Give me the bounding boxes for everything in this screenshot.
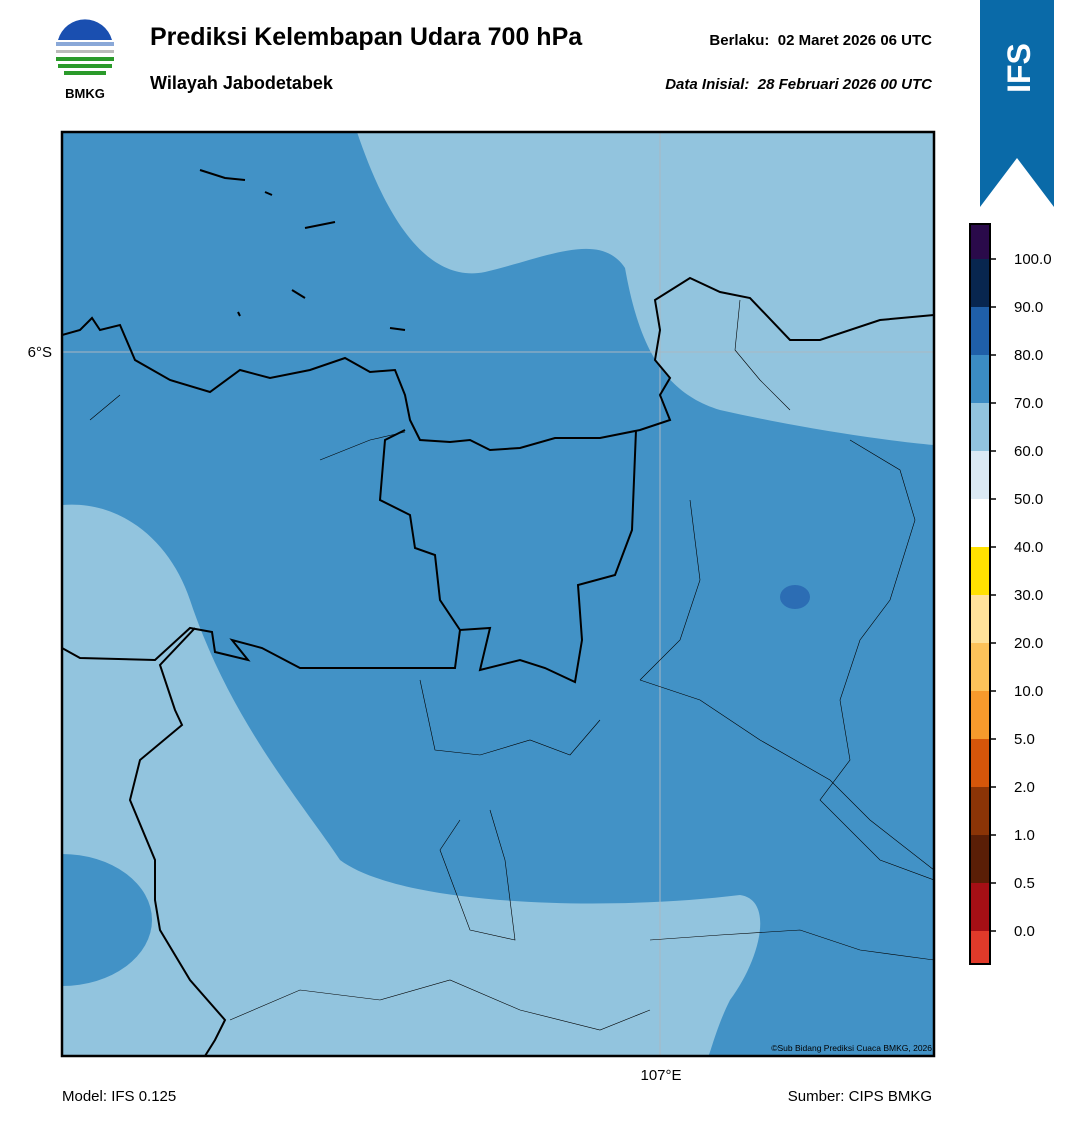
colorbar-label: 70.0 [1014,395,1043,412]
badge [980,0,1054,207]
colorbar-label: 20.0 [1014,635,1043,652]
colorbar-label: 100.0 [1014,251,1052,268]
badge-text: IFS [1001,43,1037,93]
colorbar-label: 80.0 [1014,347,1043,364]
map: ©Sub Bidang Prediksi Cuaca BMKG, 2026 [62,132,934,1056]
colorbar-label: 40.0 [1014,539,1043,556]
colorbar-label: 90.0 [1014,299,1043,316]
lon-label: 107°E [640,1067,681,1084]
model: Model: IFS 0.125 [62,1088,176,1105]
colorbar-label: 1.0 [1014,827,1035,844]
colorbar-label: 10.0 [1014,683,1043,700]
map-frame [60,130,936,1058]
title: Prediksi Kelembapan Udara 700 hPa [150,23,583,51]
colorbar-label: 50.0 [1014,491,1043,508]
colorbar-label: 5.0 [1014,731,1035,748]
lat-label: 6°S [28,344,52,361]
subtitle: Wilayah Jabodetabek [150,73,334,93]
colorbar-label: 0.0 [1014,923,1035,940]
source: Sumber: CIPS BMKG [788,1088,932,1105]
colorbar-label: 0.5 [1014,875,1035,892]
credit: ©Sub Bidang Prediksi Cuaca BMKG, 2026 [771,1043,932,1053]
colorbar-label: 60.0 [1014,443,1043,460]
valid-time: Berlaku: 02 Maret 2026 06 UTC [709,32,932,49]
init-time: Data Inisial: 28 Februari 2026 00 UTC [665,76,933,93]
colorbar-label: 2.0 [1014,779,1035,796]
logo-text: BMKG [65,86,105,101]
colorbar-label: 30.0 [1014,587,1043,604]
colorbar [969,223,991,965]
logo: BMKG [56,19,114,101]
